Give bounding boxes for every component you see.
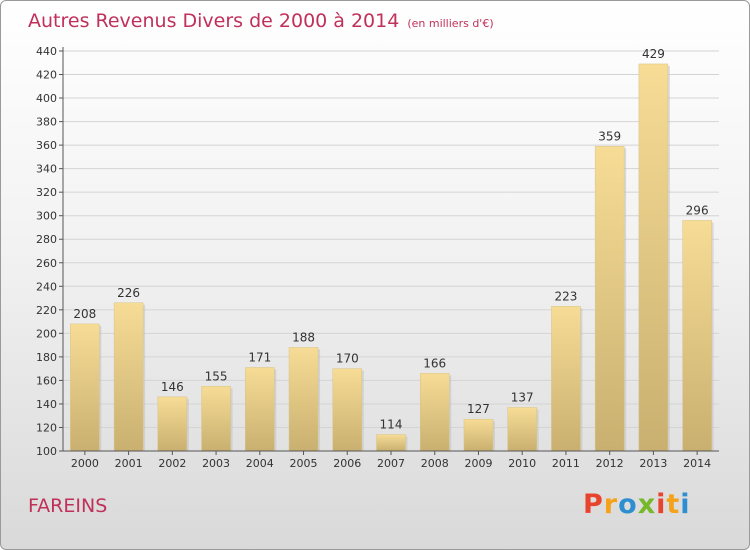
y-tick-label: 220	[36, 304, 57, 317]
chart-title: Autres Revenus Divers de 2000 à 2014 (en …	[28, 10, 494, 32]
bar-value-label: 223	[554, 289, 577, 303]
bar-value-label: 429	[642, 47, 665, 61]
x-tick-label: 2002	[158, 457, 186, 470]
y-tick-label: 180	[36, 351, 57, 364]
bar	[594, 146, 625, 452]
logo-letter: P	[583, 489, 604, 520]
x-tick-label: 2001	[115, 457, 143, 470]
logo-letter: i	[680, 489, 691, 520]
bar	[113, 302, 144, 452]
bar	[157, 396, 188, 452]
proxiti-logo: Proxiti	[583, 489, 691, 520]
bar-value-label: 146	[161, 380, 184, 394]
bar-value-label: 208	[73, 307, 96, 321]
bar-value-label: 137	[511, 390, 534, 404]
y-tick-label: 420	[36, 69, 57, 82]
bar	[463, 418, 494, 452]
logo-letter: r	[603, 489, 619, 520]
x-tick-label: 2005	[290, 457, 318, 470]
x-tick-label: 2014	[683, 457, 711, 470]
y-tick-label: 380	[36, 116, 57, 129]
bar-value-label: 359	[598, 129, 621, 143]
x-tick-label: 2013	[639, 457, 667, 470]
bar-value-label: 188	[292, 330, 315, 344]
x-tick-label: 2010	[508, 457, 536, 470]
bar-value-label: 166	[423, 356, 446, 370]
bar	[245, 367, 275, 452]
x-tick-label: 2008	[421, 457, 449, 470]
bar-value-label: 296	[686, 203, 709, 217]
bar-value-label: 170	[336, 352, 359, 366]
y-tick-label: 160	[36, 374, 57, 387]
bar-value-label: 171	[248, 350, 271, 364]
y-tick-label: 320	[36, 186, 57, 199]
x-tick-label: 2004	[246, 457, 274, 470]
bar	[332, 368, 363, 452]
axes: 100 120 140 160 180 200 220 240 260 280 300 320 340 3…	[36, 45, 719, 470]
bar	[201, 386, 231, 452]
bar	[70, 323, 100, 452]
y-tick-label: 260	[36, 257, 57, 270]
title-text: Autres Revenus Divers de 2000 à 2014	[28, 10, 400, 32]
x-tick-label: 2012	[596, 457, 624, 470]
y-tick-label: 280	[36, 233, 57, 246]
bar-value-label: 127	[467, 402, 490, 416]
title-unit: (en milliers d'€)	[407, 17, 494, 30]
place-name: FAREINS	[28, 495, 108, 517]
logo-letter: o	[618, 489, 638, 520]
bar-value-label: 155	[205, 369, 228, 383]
y-tick-label: 100	[36, 445, 57, 458]
bar	[638, 63, 669, 452]
x-tick-label: 2007	[377, 457, 405, 470]
x-tick-label: 2000	[71, 457, 99, 470]
bar-value-label: 226	[117, 286, 140, 300]
bars: 208 226 146 155 171 188 170 114 166 127 137 223 359 4…	[70, 47, 714, 452]
y-tick-label: 340	[36, 163, 57, 176]
bar	[507, 407, 537, 452]
logo-letter: t	[666, 489, 681, 520]
bar	[682, 220, 712, 452]
x-tick-label: 2006	[333, 457, 361, 470]
y-tick-label: 360	[36, 139, 57, 152]
bar	[288, 347, 319, 452]
x-tick-label: 2009	[464, 457, 492, 470]
logo-letter: x	[637, 489, 657, 520]
y-tick-label: 300	[36, 210, 57, 223]
x-tick-label: 2011	[552, 457, 580, 470]
bar	[551, 306, 581, 452]
y-tick-label: 140	[36, 398, 57, 411]
x-tick-label: 2003	[202, 457, 230, 470]
y-tick-label: 240	[36, 280, 57, 293]
logo-letter: i	[656, 489, 667, 520]
bar	[376, 434, 406, 452]
y-tick-label: 200	[36, 327, 57, 340]
y-tick-label: 400	[36, 92, 57, 105]
bar	[419, 373, 450, 452]
bar-value-label: 114	[380, 418, 403, 432]
y-tick-label: 440	[36, 45, 57, 58]
y-tick-label: 120	[36, 421, 57, 434]
